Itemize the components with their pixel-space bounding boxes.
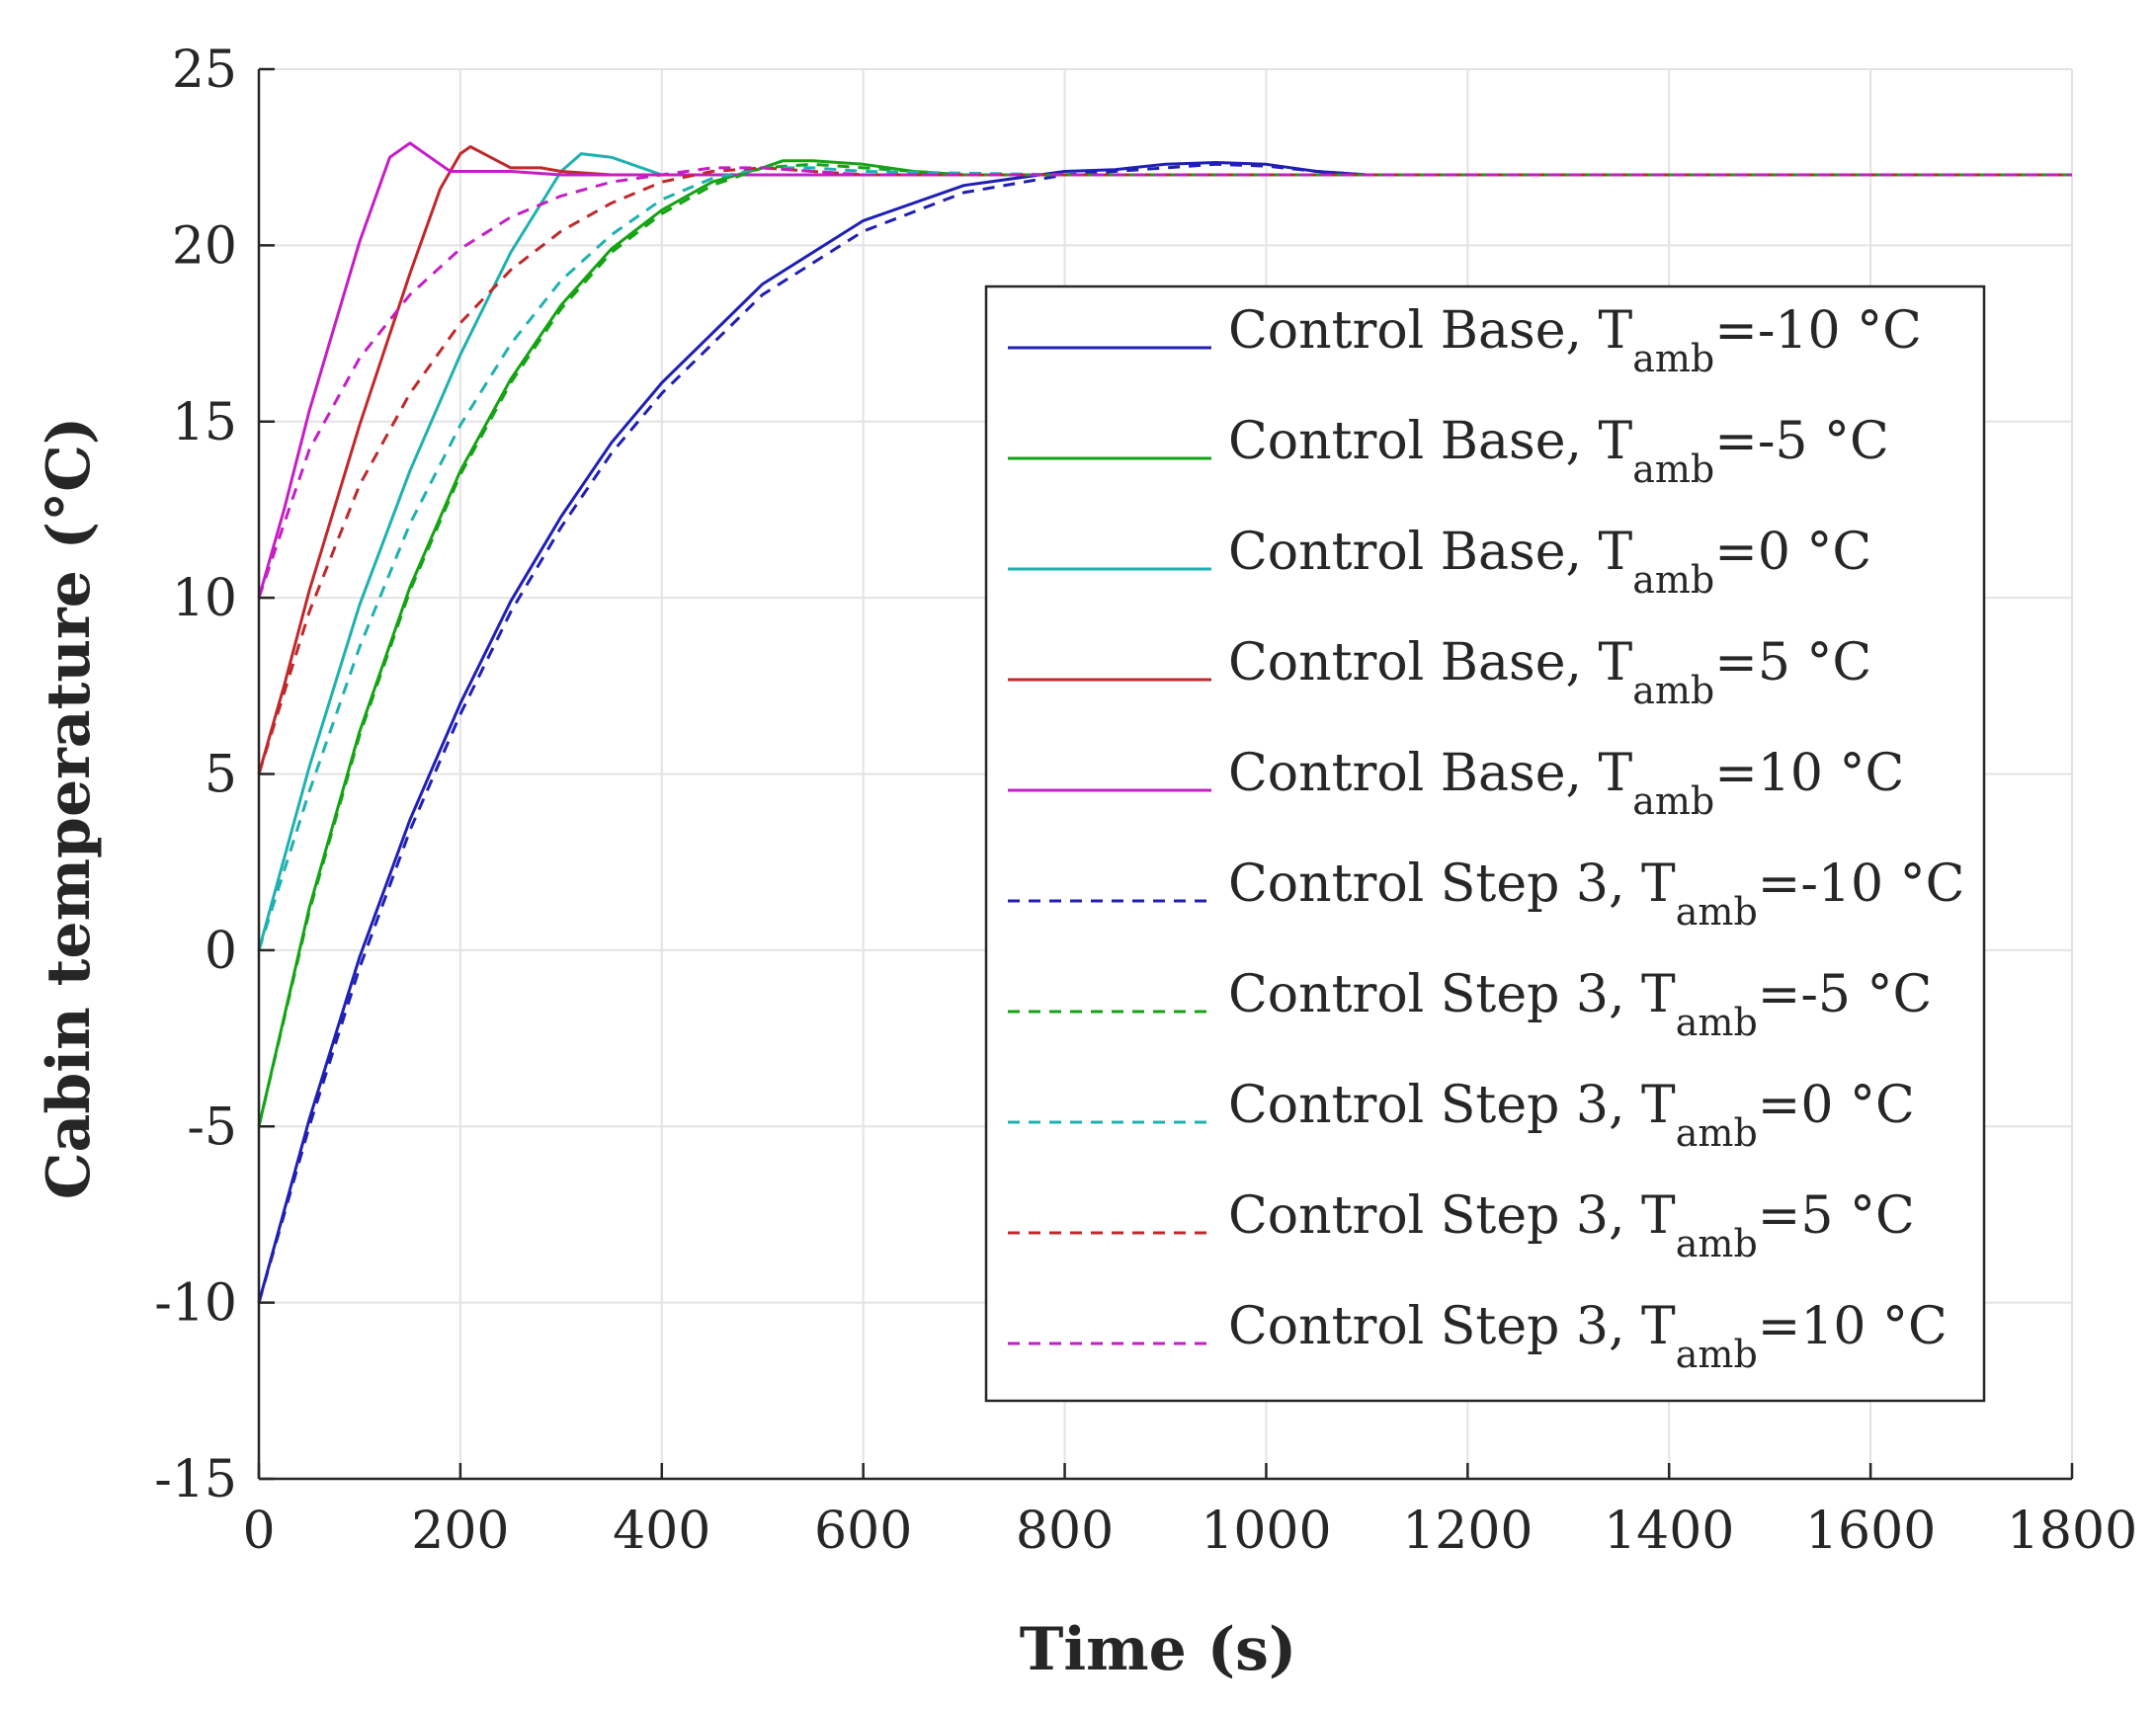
axes: 0 200 400 600 800 1000 1200 1400 1600 1800-15-10-…: [154, 41, 2137, 1561]
x-tick-label: 1200: [1402, 1502, 1533, 1561]
x-tick-label: 1600: [1805, 1502, 1936, 1561]
x-tick-label: 600: [814, 1502, 912, 1561]
y-tick-label: 20: [172, 216, 237, 276]
y-tick-label: 10: [172, 569, 237, 628]
legend-label-9: Control Step 3, Tamb=5 °C: [1228, 1186, 1915, 1265]
x-tick-label: 1400: [1604, 1502, 1734, 1561]
legend: Control Base, Tamb=-10 °C Control Base, T…: [984, 285, 1986, 1403]
x-tick-label: 200: [411, 1502, 509, 1561]
y-axis-label: Cabin temperature (°C): [35, 417, 104, 1199]
y-tick-label: -15: [154, 1450, 237, 1509]
legend-label-5: Control Base, Tamb=10 °C: [1228, 744, 1904, 823]
x-axis-label: Time (s): [1020, 1615, 1297, 1684]
x-tick-label: 800: [1016, 1502, 1114, 1561]
y-tick-label: 0: [205, 922, 237, 981]
x-tick-label: 1800: [2007, 1502, 2137, 1561]
legend-label-2: Control Base, Tamb=-5 °C: [1228, 412, 1889, 491]
x-tick-label: 0: [242, 1502, 275, 1561]
y-tick-label: 15: [172, 393, 237, 452]
legend-box: [984, 285, 1986, 1403]
legend-label-3: Control Base, Tamb=0 °C: [1228, 523, 1871, 602]
series-line-7: [257, 162, 2072, 1127]
y-tick-label: 25: [172, 41, 237, 100]
legend-label-8: Control Step 3, Tamb=0 °C: [1228, 1076, 1915, 1155]
y-tick-label: -5: [187, 1098, 237, 1157]
x-tick-label: 400: [613, 1502, 710, 1561]
legend-label-7: Control Step 3, Tamb=-5 °C: [1228, 965, 1932, 1044]
legend-label-6: Control Step 3, Tamb=-10 °C: [1228, 854, 1964, 934]
legend-label-1: Control Base, Tamb=-10 °C: [1228, 301, 1922, 380]
y-tick-label: 5: [205, 746, 237, 805]
legend-label-10: Control Step 3, Tamb=10 °C: [1228, 1297, 1948, 1376]
x-tick-label: 1000: [1201, 1502, 1331, 1561]
y-tick-label: -10: [154, 1274, 237, 1334]
legend-label-4: Control Base, Tamb=5 °C: [1228, 633, 1871, 712]
series-line-10: [257, 166, 2072, 599]
plot-area: [257, 141, 2072, 1304]
series-line-9: [257, 166, 2072, 774]
